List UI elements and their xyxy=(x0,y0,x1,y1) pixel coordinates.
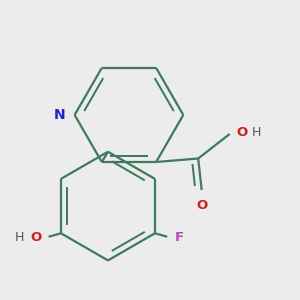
Text: N: N xyxy=(54,108,66,122)
Text: H: H xyxy=(15,231,24,244)
Text: H: H xyxy=(252,126,261,139)
Text: O: O xyxy=(236,126,247,139)
Text: O: O xyxy=(30,231,41,244)
Text: F: F xyxy=(175,231,184,244)
Text: O: O xyxy=(196,199,207,212)
